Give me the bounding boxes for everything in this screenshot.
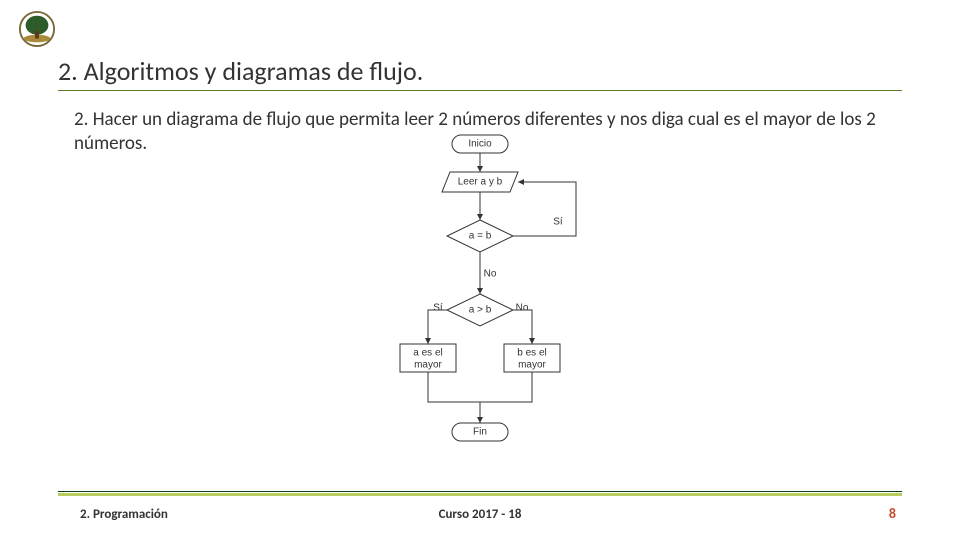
svg-text:Fin: Fin — [473, 427, 487, 438]
svg-text:No: No — [516, 303, 529, 314]
footer-divider-thin — [58, 491, 902, 492]
flowchart-node-gt: a > b — [447, 294, 513, 326]
footer-course-label: Curso 2017 - 18 — [0, 507, 960, 522]
page-number: 8 — [889, 505, 896, 522]
svg-text:a es el: a es el — [413, 348, 442, 359]
svg-text:Sí: Sí — [433, 303, 443, 314]
footer-divider-thick — [58, 493, 902, 496]
flowchart-edge — [513, 182, 576, 236]
flowchart-diagram: Sí No Sí No Inicio Leer a y b a = b a > b a es … — [380, 132, 620, 472]
flowchart-node-end: Fin — [452, 423, 508, 441]
flowchart-node-start: Inicio — [452, 135, 508, 153]
svg-text:b es el: b es el — [517, 348, 546, 359]
flowchart-node-a_mayor: a es elmayor — [400, 344, 456, 372]
flowchart-edge — [513, 310, 532, 344]
svg-text:Leer a y b: Leer a y b — [458, 177, 503, 188]
flowchart-edge — [480, 372, 532, 402]
svg-text:a = b: a = b — [469, 231, 492, 242]
title-underline — [58, 90, 902, 91]
flowchart-edge — [428, 372, 480, 402]
flowchart-node-eq: a = b — [447, 220, 513, 252]
svg-text:Inicio: Inicio — [468, 139, 492, 150]
svg-text:a > b: a > b — [469, 305, 492, 316]
svg-text:No: No — [484, 269, 497, 280]
svg-text:Sí: Sí — [553, 217, 563, 228]
flowchart-edge — [428, 310, 447, 344]
logo — [18, 10, 56, 48]
page-title: 2. Algoritmos y diagramas de flujo. — [58, 55, 423, 87]
flowchart-node-read: Leer a y b — [442, 172, 518, 192]
svg-text:mayor: mayor — [414, 360, 442, 371]
svg-text:mayor: mayor — [518, 360, 546, 371]
flowchart-node-b_mayor: b es elmayor — [504, 344, 560, 372]
